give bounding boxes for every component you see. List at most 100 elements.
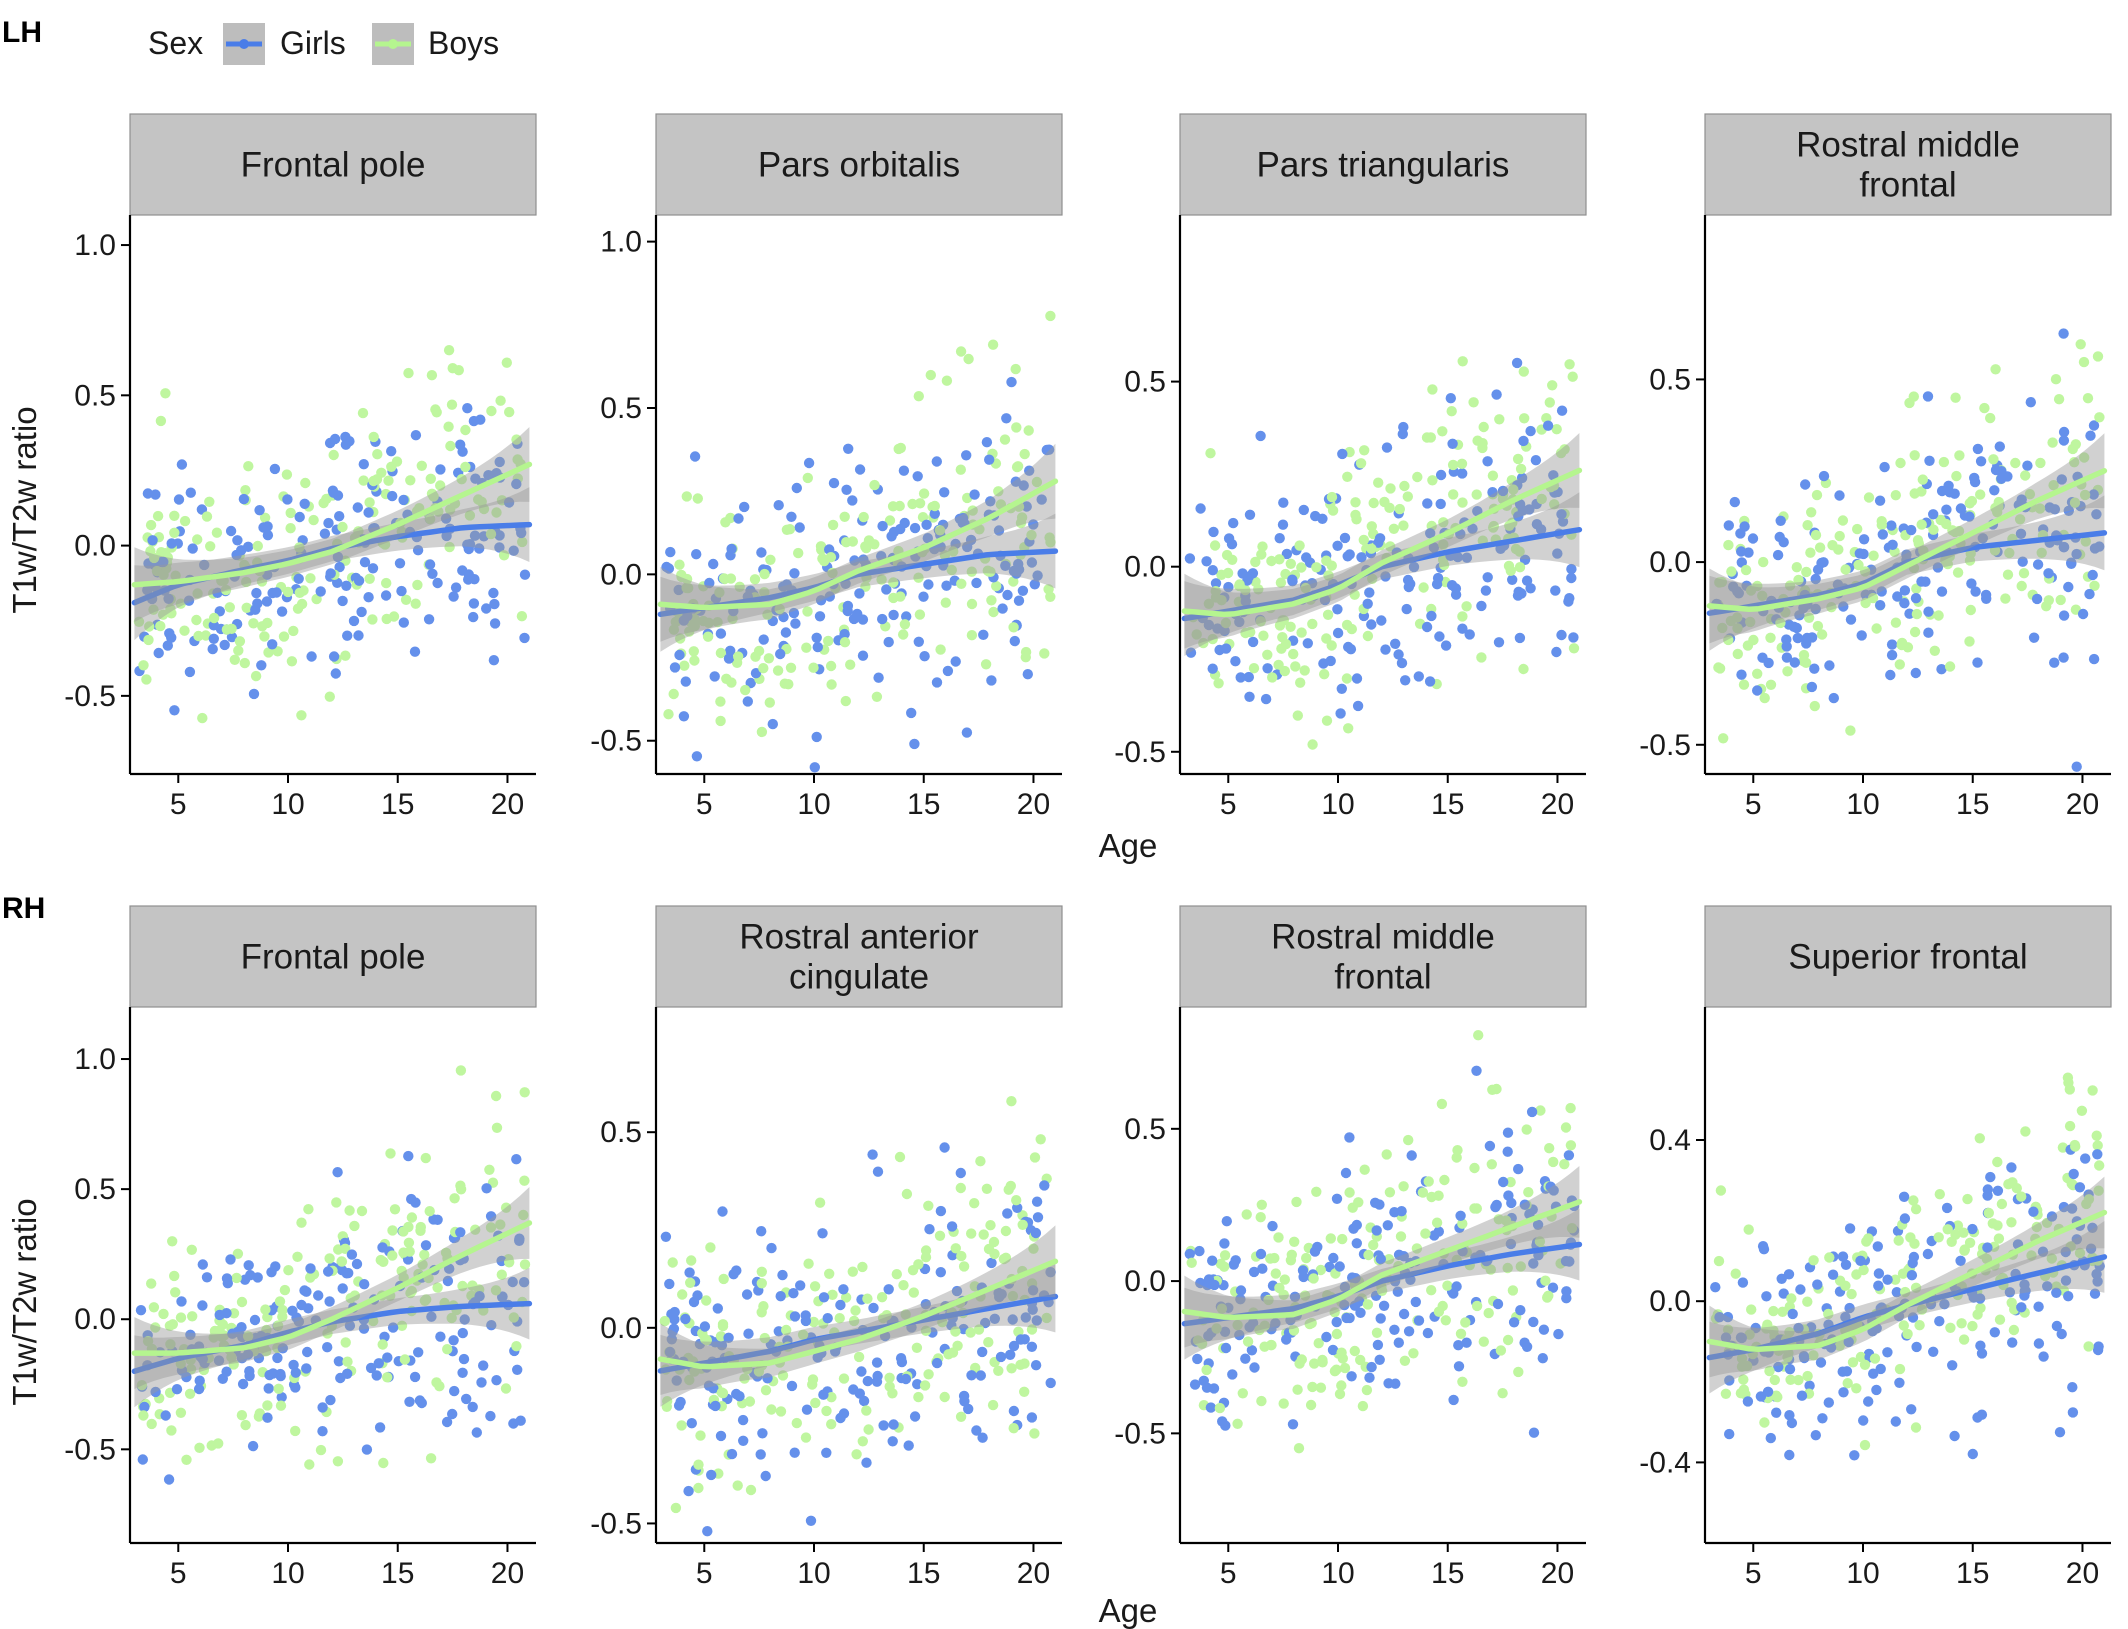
panel-0-3-point-boys <box>1951 470 1962 482</box>
panel-0-1-point-boys <box>1008 576 1019 587</box>
panel-0-2-point-boys <box>1421 432 1433 443</box>
panel-0-1-point-girls <box>1002 589 1013 601</box>
panel-1-2-point-boys <box>1452 1145 1463 1156</box>
panel-1-0-point-girls <box>359 1279 370 1290</box>
panel-1-1-point-girls <box>762 1373 773 1384</box>
panel-0-3-point-boys <box>1941 518 1952 530</box>
panel-1-2-point-girls <box>1503 1190 1514 1201</box>
panel-1-0-x-tick-label: 15 <box>381 1557 414 1590</box>
panel-1-0-point-girls <box>277 1343 288 1354</box>
panel-1-0-point-girls <box>459 1314 470 1325</box>
panel-0-0-point-boys <box>240 485 251 496</box>
x-axis-title-lh: Age <box>1099 827 1158 864</box>
panel-1-3-point-girls <box>1750 1322 1761 1334</box>
panel-1-2-point-boys <box>1255 1212 1266 1223</box>
panel-1-2-point-girls <box>1532 1219 1544 1231</box>
panel-0-3-strip-title: frontal <box>1859 166 1956 205</box>
panel-0-3-point-boys <box>1964 555 1976 566</box>
panel-0-3-point-girls <box>1806 681 1818 693</box>
panel-0-1-point-boys <box>884 515 896 526</box>
panel-1-0-point-boys <box>146 1418 157 1430</box>
panel-0-1-point-boys <box>987 339 999 350</box>
panel-1-1-point-boys <box>1019 1358 1030 1369</box>
panel-1-2-point-girls <box>1508 1317 1520 1328</box>
panel-0-3-point-boys <box>1868 550 1879 561</box>
panel-1-1-point-boys <box>662 1396 673 1407</box>
panel-1-1-strip <box>655 905 1063 1008</box>
panel-0-3-point-boys <box>2078 356 2090 368</box>
panel-0-1-point-boys <box>750 651 761 662</box>
panel-0-3-point-boys <box>1917 474 1929 485</box>
panel-1-3-point-boys <box>1994 1314 2006 1325</box>
panel-1-0-point-boys <box>213 1438 224 1449</box>
panel-0-2-point-boys <box>1494 414 1505 425</box>
panel-1-1-point-girls <box>995 1351 1007 1363</box>
panel-1-0-point-girls <box>221 1366 232 1377</box>
panel-0-3-point-girls <box>1733 588 1745 599</box>
panel-0-2-point-girls <box>1335 708 1346 719</box>
panel-1-0-point-boys <box>484 1164 495 1176</box>
panel-0-2-point-boys <box>1510 543 1522 555</box>
panel-1-3-point-girls <box>1941 1202 1953 1214</box>
panel-1-1-point-girls <box>760 1470 771 1482</box>
panel-1-0-point-girls <box>435 1331 446 1342</box>
panel-0-2-point-boys <box>1220 617 1232 629</box>
panel-0-2-point-boys <box>1295 677 1306 688</box>
panel-1-2-point-boys <box>1411 1243 1423 1254</box>
panel-0-3-point-girls <box>1816 557 1827 569</box>
panel-0-3-point-girls <box>1936 485 1948 497</box>
panel-1-2-point-girls <box>1346 1371 1357 1382</box>
panel-0-2-point-girls <box>1380 571 1391 582</box>
panel-0-3-point-boys <box>1732 648 1744 660</box>
panel-1-1-point-girls <box>692 1290 703 1301</box>
panel-0-3-point-girls <box>1828 692 1840 704</box>
panel-0-3-point-boys <box>2034 503 2046 514</box>
panel-1-3-point-girls <box>1776 1273 1787 1285</box>
panel-1-3-point-girls <box>1784 1364 1796 1375</box>
panel-1-0-point-girls <box>139 1401 150 1413</box>
panel-1-2-point-boys <box>1232 1319 1243 1331</box>
panel-0-1-point-girls <box>961 727 973 738</box>
panel-0-2-point-boys <box>1438 539 1449 550</box>
panel-0-2-point-girls <box>1262 663 1273 674</box>
panel-1-3-point-boys <box>1808 1255 1819 1266</box>
panel-0-1-point-girls <box>1001 413 1012 424</box>
panel-1-2-point-boys <box>1305 1399 1317 1411</box>
panel-0-3-point-girls <box>1736 557 1748 568</box>
panel-1-3-point-boys <box>1894 1363 1906 1375</box>
panel-1-2-point-boys <box>1211 1323 1222 1334</box>
panel-0-1-point-girls <box>939 487 950 498</box>
panel-1-2-point-girls <box>1201 1382 1213 1393</box>
panel-0-1-point-girls <box>919 651 930 662</box>
panel-0-2-ribbon-boys <box>1184 433 1580 649</box>
panel-0-1-point-boys <box>733 651 744 662</box>
panel-0-2-point-girls <box>1476 600 1487 612</box>
panel-0-1-point-boys <box>840 695 851 707</box>
panel-1-2-point-girls <box>1553 1328 1564 1340</box>
panel-1-0-point-boys <box>181 1454 192 1466</box>
panel-0-1-point-boys <box>839 637 851 648</box>
panel-0-3-point-boys <box>2043 595 2054 606</box>
panel-1-1-point-girls <box>715 1430 727 1442</box>
panel-0-1-point-girls <box>918 591 929 602</box>
panel-1-2-strip-title: Rostral middle <box>1271 918 1495 957</box>
panel-0-2-point-girls <box>1514 632 1526 644</box>
panel-0-2-point-boys <box>1349 589 1360 600</box>
panel-0-3-point-boys <box>1732 612 1743 623</box>
panel-1-0-point-girls <box>361 1444 373 1455</box>
panel-1-3-point-girls <box>1868 1368 1879 1379</box>
panel-1-1-point-boys <box>791 1417 802 1429</box>
panel-0-1-point-girls <box>767 718 778 730</box>
panel-1-2-point-boys <box>1460 1317 1471 1328</box>
panel-0-2-point-boys <box>1355 458 1367 469</box>
panel-0-0-point-girls <box>238 493 250 505</box>
panel-0-2-point-boys <box>1447 459 1459 471</box>
panel-0-1-point-girls <box>789 568 800 579</box>
panel-0-2-point-boys <box>1478 421 1489 433</box>
panel-1-0-point-boys <box>419 1295 431 1307</box>
panel-1-3-point-girls <box>1784 1410 1795 1421</box>
panel-0-3-point-boys <box>1742 640 1754 651</box>
panel-1-3-point-girls <box>1804 1380 1815 1391</box>
